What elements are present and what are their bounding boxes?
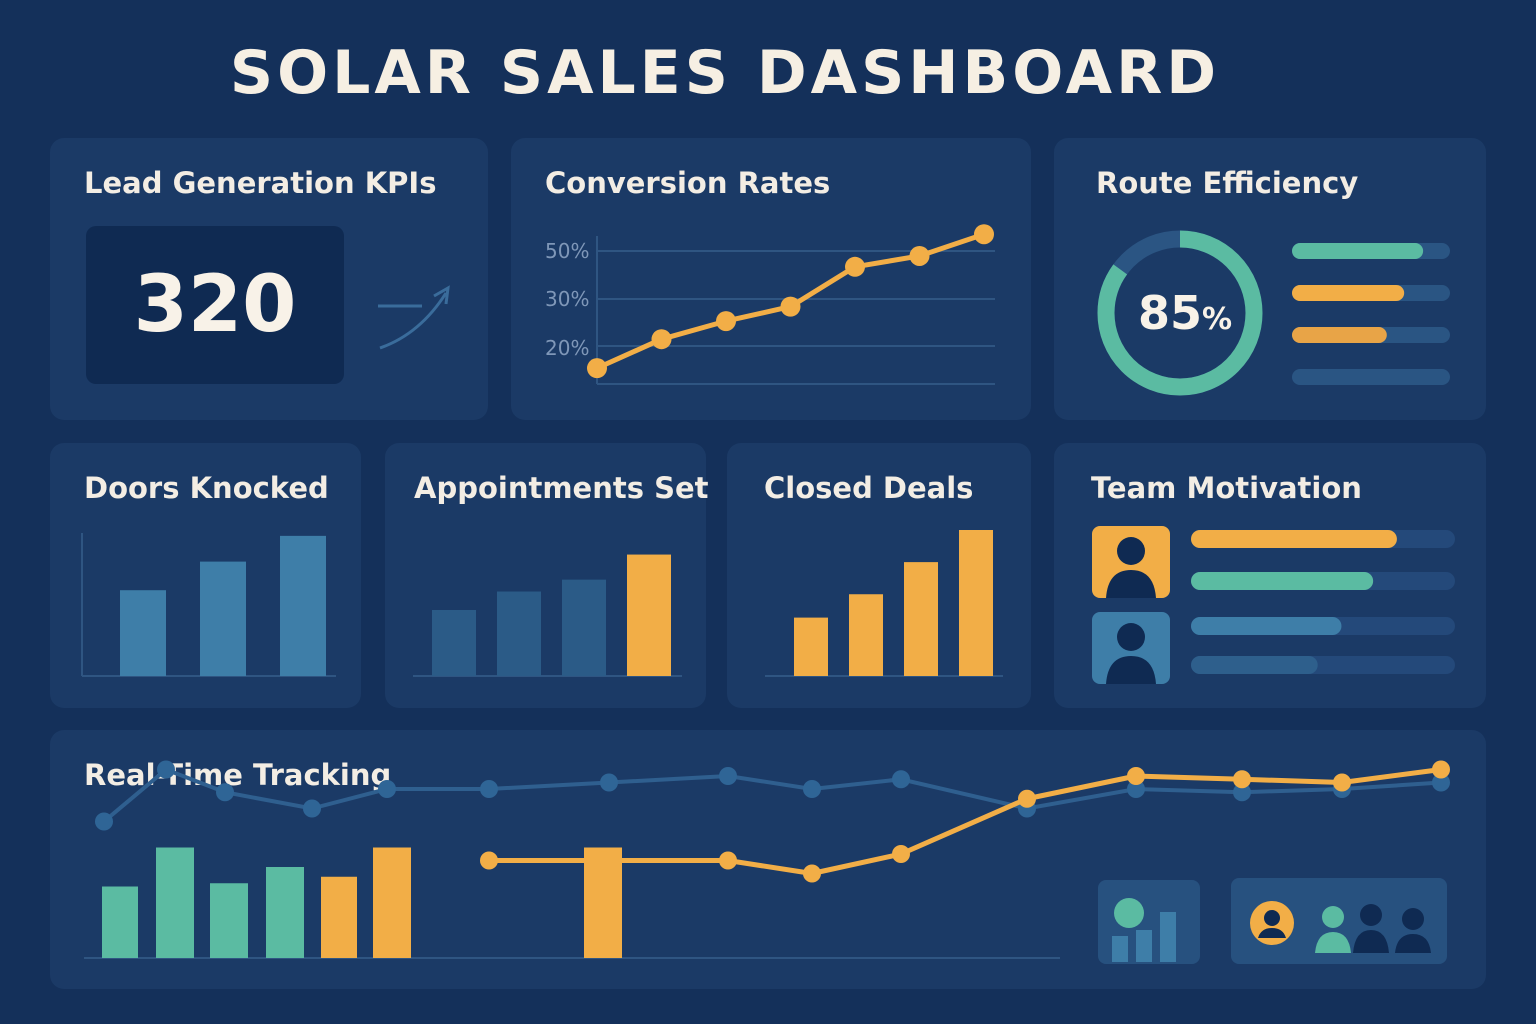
- data-point: [1127, 767, 1145, 785]
- data-point: [1127, 780, 1145, 798]
- bar: [562, 579, 606, 676]
- stats-mini-panel-icon: [1098, 880, 1200, 964]
- progress-fill: [1191, 530, 1397, 548]
- data-point: [157, 760, 175, 779]
- closed-deals-title: Closed Deals: [764, 471, 974, 505]
- doors-knocked-card[interactable]: Doors Knocked: [50, 443, 361, 708]
- progress-fill: [1191, 656, 1318, 674]
- real-time-tracking-chart: [84, 760, 1450, 959]
- lead-generation-title: Lead Generation KPIs: [84, 166, 437, 200]
- data-point: [480, 780, 498, 798]
- data-point: [480, 851, 498, 870]
- closed-deals-chart: [765, 530, 1003, 677]
- doors-knocked-chart: [81, 533, 336, 677]
- data-point: [1018, 789, 1036, 808]
- doors-knocked-title: Doors Knocked: [84, 471, 329, 505]
- bar: [849, 594, 883, 676]
- route-efficiency-percent: 85%: [1100, 228, 1270, 398]
- bar: [904, 562, 938, 676]
- progress-fill: [1191, 617, 1342, 635]
- team-motivation-title: Team Motivation: [1091, 471, 1362, 505]
- appointments-set-chart: [413, 554, 682, 677]
- bar: [373, 847, 411, 958]
- data-point: [780, 296, 801, 317]
- data-point: [378, 780, 396, 798]
- bar: [432, 610, 476, 676]
- route-efficiency-percent-number: 85: [1137, 286, 1202, 340]
- route-efficiency-percent-sign: %: [1201, 301, 1233, 337]
- data-point: [892, 845, 910, 863]
- team-motivation-card[interactable]: Team Motivation: [1054, 443, 1486, 708]
- closed-deals-card[interactable]: Closed Deals: [727, 443, 1031, 708]
- data-point: [974, 224, 994, 245]
- data-point: [803, 780, 821, 798]
- data-point: [719, 851, 737, 870]
- progress-fill: [1292, 243, 1424, 259]
- lead-count-value: 320: [86, 226, 344, 384]
- data-point: [216, 783, 234, 802]
- bar: [200, 561, 246, 676]
- data-point: [600, 773, 618, 792]
- real-time-tracking-title: Real-Time Tracking: [84, 758, 392, 792]
- data-point: [892, 770, 910, 789]
- y-tick-label: 20%: [545, 336, 589, 360]
- team-mini-panel-icon: [1231, 878, 1447, 964]
- data-point: [303, 799, 321, 818]
- route-efficiency-card[interactable]: Route Efficiency 85%: [1054, 138, 1486, 420]
- data-point: [845, 256, 865, 277]
- appointments-set-card[interactable]: Appointments Set: [385, 443, 709, 708]
- data-point: [651, 329, 672, 350]
- bar: [210, 883, 248, 958]
- conversion-rates-chart: 50% 30% 20%: [545, 224, 995, 385]
- progress-track: [1292, 369, 1450, 385]
- team-member-avatar-icon: [1092, 526, 1170, 598]
- bar: [497, 591, 541, 676]
- data-point: [95, 812, 113, 831]
- bar: [627, 554, 671, 676]
- sales-line: [489, 767, 1442, 876]
- team-motivation-bars: [1191, 530, 1455, 674]
- route-efficiency-chart: [1097, 230, 1450, 396]
- y-tick-label: 50%: [545, 239, 589, 263]
- data-point: [1432, 760, 1450, 779]
- real-time-tracking-card[interactable]: Real-Time Tracking: [50, 730, 1486, 989]
- progress-fill: [1191, 572, 1374, 590]
- bar: [266, 867, 304, 958]
- lead-generation-card[interactable]: Lead Generation KPIs 320: [50, 138, 488, 420]
- conversion-rates-card[interactable]: Conversion Rates 50% 30% 20%: [511, 138, 1031, 420]
- data-point: [803, 864, 821, 883]
- data-point: [719, 767, 737, 785]
- y-tick-label: 30%: [545, 287, 589, 311]
- conversion-rates-title: Conversion Rates: [545, 166, 831, 200]
- data-point: [1432, 773, 1450, 792]
- data-point: [1233, 770, 1251, 789]
- bar: [102, 886, 138, 958]
- bar: [280, 535, 326, 676]
- trend-up-arrow-icon: [378, 285, 450, 350]
- bar: [959, 530, 993, 676]
- data-point: [1333, 773, 1351, 792]
- data-point: [587, 358, 607, 379]
- bar: [321, 876, 357, 958]
- data-point: [909, 245, 930, 266]
- bar: [156, 847, 194, 958]
- data-point: [1233, 783, 1251, 802]
- bar: [120, 590, 166, 676]
- appointments-set-title: Appointments Set: [414, 471, 709, 505]
- team-member-avatar-icon: [1092, 612, 1170, 684]
- progress-fill: [1292, 285, 1405, 301]
- donut-progress: [1097, 230, 1263, 396]
- progress-fill: [1292, 327, 1387, 343]
- route-efficiency-title: Route Efficiency: [1096, 166, 1359, 200]
- data-point: [716, 311, 736, 332]
- data-point: [595, 851, 613, 870]
- bar: [794, 617, 828, 676]
- page-title: SOLAR SALES DASHBOARD: [229, 38, 1221, 108]
